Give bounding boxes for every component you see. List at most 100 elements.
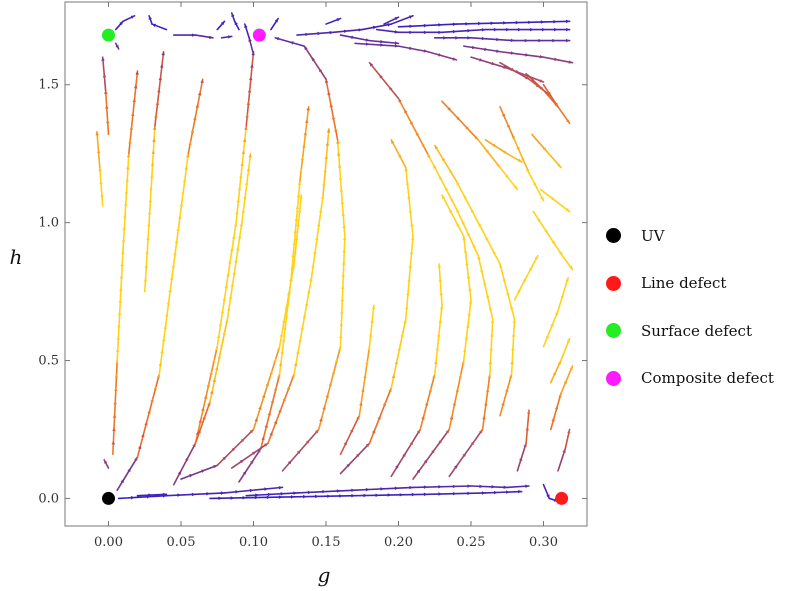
stream-arrowhead xyxy=(342,224,346,229)
streamline-segment xyxy=(332,28,364,34)
stream-arrowhead xyxy=(241,150,246,155)
stream-arrowhead xyxy=(329,30,334,35)
legend-item-line-defect: Line defect xyxy=(606,260,774,308)
stream-arrowhead xyxy=(154,113,158,118)
stream-arrowhead xyxy=(437,264,442,268)
stream-arrowhead xyxy=(190,128,195,133)
stream-arrowhead xyxy=(488,360,493,365)
stream-arrowhead xyxy=(336,139,340,144)
stream-arrowhead xyxy=(481,36,486,41)
streamline-segment xyxy=(513,139,530,174)
stream-arrowhead xyxy=(323,168,327,173)
stream-arrowhead xyxy=(407,277,411,282)
stream-arrowhead xyxy=(421,142,425,147)
stream-arrowhead xyxy=(296,350,300,355)
stream-arrowhead xyxy=(511,332,516,337)
stream-arrowhead xyxy=(472,45,476,50)
stream-arrowhead xyxy=(409,441,413,446)
streamline-segment xyxy=(339,235,346,348)
streamline-segment xyxy=(104,89,110,136)
streamline-segment xyxy=(470,37,516,42)
stream-arrowhead xyxy=(182,178,187,182)
stream-arrowhead xyxy=(455,388,459,392)
stream-arrowhead xyxy=(544,229,548,234)
stream-arrowhead xyxy=(499,264,503,268)
stream-arrowhead xyxy=(528,20,532,25)
stream-arrowhead xyxy=(119,274,124,279)
stream-arrowhead xyxy=(365,42,370,46)
stream-arrowhead xyxy=(438,53,442,57)
stream-arrowhead xyxy=(132,98,136,103)
stream-arrowhead xyxy=(302,144,306,148)
stream-arrowhead xyxy=(179,202,184,207)
stream-arrowhead xyxy=(249,76,253,81)
stream-arrowhead xyxy=(465,22,470,26)
stream-arrowhead xyxy=(122,226,126,230)
stream-arrowhead xyxy=(201,407,205,411)
stream-arrowhead xyxy=(477,255,481,260)
stream-arrowhead xyxy=(359,401,363,406)
stream-arrowhead xyxy=(339,334,343,339)
stream-arrowhead xyxy=(565,19,570,24)
stream-arrowhead xyxy=(480,268,484,273)
stream-arrowhead xyxy=(297,208,302,213)
stream-arrowhead xyxy=(149,186,153,191)
stream-arrowhead xyxy=(434,360,438,365)
stream-arrowhead xyxy=(554,57,558,61)
stream-arrowhead xyxy=(148,493,152,497)
stream-arrowhead xyxy=(218,496,223,500)
stream-arrowhead xyxy=(166,300,171,305)
stream-arrowhead xyxy=(237,234,242,239)
stream-arrowhead xyxy=(174,239,179,244)
stream-arrowhead xyxy=(388,388,392,393)
stream-arrowhead xyxy=(456,208,460,213)
stream-arrowhead xyxy=(503,65,508,69)
stream-arrowhead xyxy=(222,456,227,461)
stream-arrowhead xyxy=(529,27,534,32)
stream-arrowhead xyxy=(305,119,309,123)
streamline-segment xyxy=(433,144,458,183)
stream-arrowhead xyxy=(505,174,509,179)
stream-arrowhead xyxy=(181,190,185,195)
stream-arrowhead xyxy=(545,334,549,339)
stream-arrowhead xyxy=(325,394,329,398)
stream-arrowhead xyxy=(516,146,520,151)
stream-arrowhead xyxy=(112,427,116,432)
stream-arrowhead xyxy=(231,447,236,452)
stream-arrowhead xyxy=(147,210,152,215)
stream-arrowhead xyxy=(286,385,291,390)
stream-arrowhead xyxy=(295,205,300,210)
stream-arrowhead xyxy=(361,388,365,392)
stream-arrowhead xyxy=(322,405,326,410)
stream-arrowhead xyxy=(265,382,269,387)
stream-arrowhead xyxy=(367,346,371,351)
stream-arrowhead xyxy=(322,489,326,494)
y-axis-title: h xyxy=(10,245,23,269)
stream-arrowhead xyxy=(394,44,399,48)
stream-arrowhead xyxy=(173,251,177,256)
stream-arrowhead xyxy=(445,429,450,434)
stream-arrowhead xyxy=(528,266,532,271)
stream-arrowhead xyxy=(550,322,554,327)
stream-arrowhead xyxy=(206,492,210,496)
stream-arrowhead xyxy=(317,222,321,227)
stream-arrowhead xyxy=(533,182,537,187)
stream-arrowhead xyxy=(230,496,235,500)
fixed-point-line-defect xyxy=(555,491,569,505)
stream-arrowhead xyxy=(185,457,189,462)
stream-arrowhead xyxy=(467,36,471,40)
stream-arrowhead xyxy=(518,489,522,494)
stream-arrowhead xyxy=(492,143,497,147)
stream-arrowhead xyxy=(554,102,558,107)
stream-arrowhead xyxy=(150,397,154,402)
stream-arrowhead xyxy=(527,74,532,78)
stream-arrowhead xyxy=(463,195,467,200)
stream-arrowhead xyxy=(563,379,567,384)
stream-arrowhead xyxy=(482,415,486,420)
stream-arrowhead xyxy=(341,273,345,277)
stream-arrowhead xyxy=(195,104,199,108)
stream-arrowhead xyxy=(486,293,490,298)
stream-arrowhead xyxy=(320,195,325,199)
stream-arrowhead xyxy=(515,20,520,25)
stream-arrowhead xyxy=(150,174,154,179)
